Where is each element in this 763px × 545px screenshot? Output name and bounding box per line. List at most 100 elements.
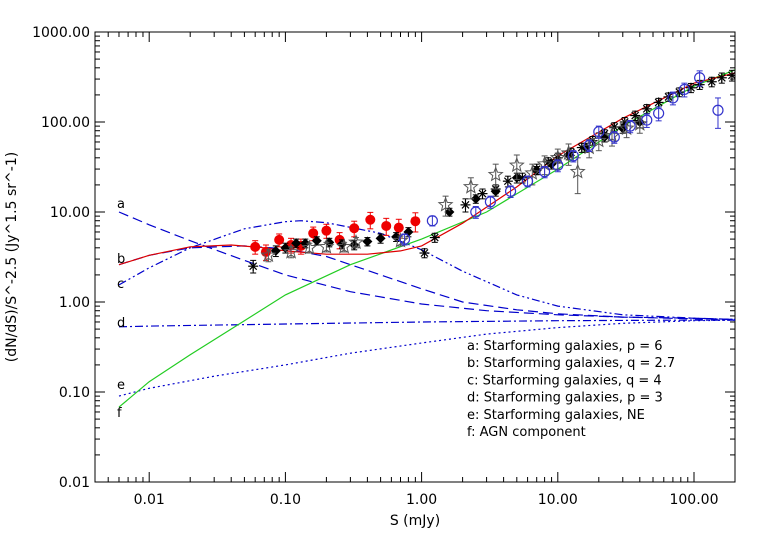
asterisk-point — [429, 232, 440, 243]
legend: a: Starforming galaxies, p = 6 b: Starfor… — [467, 339, 675, 440]
open-star-point — [283, 243, 300, 259]
axis-tick-labels: 0.01 0.10 1.00 10.00 100.00 0.01 0.10 1.00 10.00… — [32, 25, 718, 508]
model-curve-c — [118, 220, 735, 320]
y-tick-label: 10.00 — [50, 205, 90, 221]
open-star-point — [301, 239, 318, 255]
curve-letters: a bc d ef — [117, 197, 125, 421]
open-star-point — [260, 246, 277, 263]
open-circle-point — [624, 120, 636, 132]
open-circle-point — [484, 196, 497, 208]
open-circle-point — [678, 83, 690, 96]
curve-letter-e: e — [117, 378, 125, 393]
open-star-point — [569, 163, 586, 179]
asterisk-point — [630, 110, 641, 121]
legend-entry: d: Starforming galaxies, p = 3 — [467, 391, 663, 406]
red-data-point — [349, 223, 360, 234]
black-diamond-point — [375, 233, 386, 244]
curve-letter-c: c — [117, 277, 124, 292]
red-data-point — [321, 225, 332, 236]
open-star-point — [524, 164, 541, 180]
open-circle-point — [653, 107, 665, 119]
open-star-point — [437, 196, 454, 212]
curve-letter-d: d — [117, 316, 125, 331]
y-tick-label: 0.10 — [59, 385, 90, 401]
data-points — [248, 69, 735, 274]
asterisk-point — [653, 97, 664, 108]
open-star-point — [348, 234, 365, 250]
asterisk-stroke — [728, 71, 735, 80]
open-circle-point — [608, 131, 620, 143]
legend-entry: c: Starforming galaxies, q = 4 — [467, 373, 662, 388]
black-diamond-point — [362, 236, 373, 247]
open-circle-point — [504, 185, 517, 197]
asterisk-point — [726, 70, 735, 81]
axis-ticks — [94, 31, 736, 483]
asterisk-point — [609, 121, 620, 132]
x-axis-label: S (mJy) — [390, 513, 440, 529]
asterisk-stroke — [503, 177, 512, 186]
open-star-point — [631, 115, 648, 131]
x-tick-label: 0.10 — [270, 492, 301, 508]
curve-letter-a: a — [117, 197, 125, 212]
asterisk-stroke — [461, 200, 470, 209]
legend-entry: f: AGN component — [467, 425, 586, 440]
open-star-point — [392, 232, 409, 248]
open-circle-point — [593, 126, 605, 138]
legend-entry: a: Starforming galaxies, p = 6 — [467, 339, 663, 354]
black-diamond-point — [280, 242, 291, 253]
asterisk-point — [502, 176, 513, 187]
open-circle-point — [426, 215, 438, 227]
asterisk-stroke — [642, 104, 651, 113]
asterisk-point — [248, 261, 259, 272]
asterisk-stroke — [249, 262, 258, 271]
asterisk-stroke — [420, 249, 429, 257]
model-curve-e — [118, 319, 735, 397]
x-tick-label: 0.01 — [134, 492, 165, 508]
open-star-point — [462, 178, 479, 194]
y-tick-label: 0.01 — [59, 475, 90, 491]
open-circle-point — [539, 166, 551, 178]
black-diamond-point — [391, 231, 402, 242]
open-circle-point — [694, 72, 706, 84]
y-tick-label: 100.00 — [41, 115, 90, 131]
red-data-point — [393, 222, 404, 233]
model-curve-total — [118, 72, 735, 266]
black-diamond-point — [444, 207, 455, 217]
x-tick-label: 100.00 — [669, 492, 718, 508]
red-data-point — [365, 214, 376, 225]
open-star-point — [336, 238, 353, 254]
open-circle-point — [641, 114, 653, 126]
black-diamond-point — [291, 238, 302, 249]
curve-letter-f: f — [117, 406, 122, 421]
open-star-point — [318, 238, 335, 254]
asterisk-stroke — [707, 77, 716, 86]
open-circle-point — [567, 150, 579, 162]
asterisk-point — [419, 248, 430, 259]
open-star-point — [508, 156, 525, 173]
asterisk-stroke — [687, 83, 695, 92]
asterisk-point — [641, 103, 652, 114]
y-tick-label: 1000.00 — [32, 25, 90, 41]
asterisk-point — [460, 199, 471, 210]
open-circle-point — [398, 233, 411, 245]
red-data-point — [308, 228, 319, 239]
asterisk-point — [706, 76, 717, 87]
open-circle-point — [552, 159, 564, 171]
legend-entry: e: Starforming galaxies, NE — [467, 408, 645, 423]
open-circle-point — [470, 206, 482, 218]
open-star-point — [618, 120, 635, 136]
red-data-point — [274, 234, 285, 245]
black-diamond-point — [470, 193, 481, 204]
open-circle-point — [667, 92, 679, 104]
asterisk-point — [477, 188, 488, 199]
curve-letter-b: b — [117, 252, 125, 267]
open-circle-point — [583, 139, 595, 151]
x-tick-label: 1.00 — [406, 492, 437, 508]
y-tick-label: 1.00 — [59, 295, 90, 311]
asterisk-stroke — [532, 165, 541, 174]
legend-entry: b: Starforming galaxies, q = 2.7 — [467, 356, 675, 371]
black-diamond-point — [311, 235, 322, 246]
red-data-point — [250, 241, 261, 252]
x-tick-label: 10.00 — [538, 492, 578, 508]
